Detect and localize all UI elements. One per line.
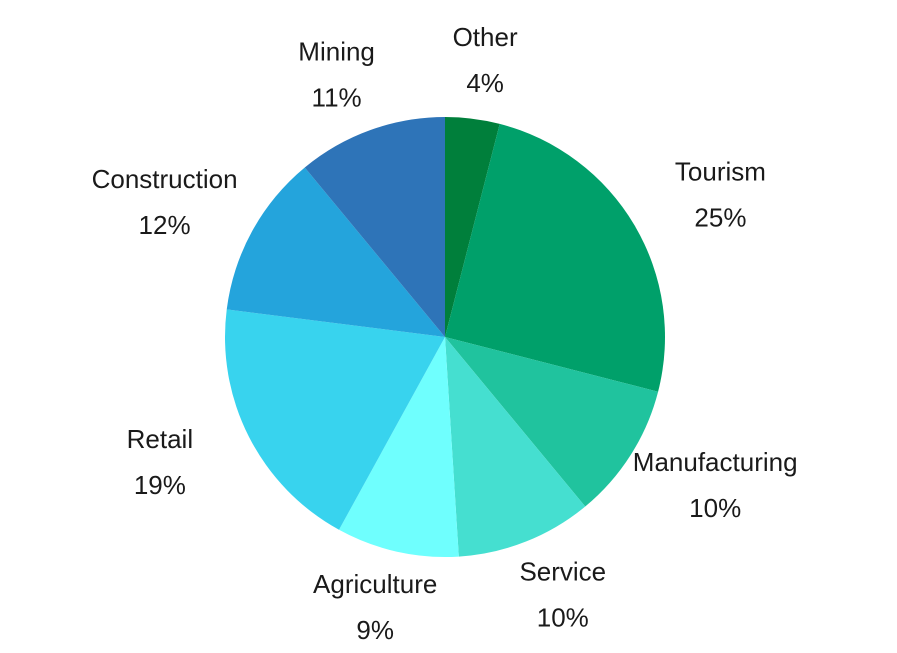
pie-slice <box>445 337 659 507</box>
slice-value-label: 9% <box>356 615 394 645</box>
slice-value-label: 10% <box>537 602 589 632</box>
pie-slice <box>304 116 445 337</box>
slice-label: Other <box>453 22 518 52</box>
slice-label: Retail <box>127 424 193 454</box>
slice-label: Agriculture <box>313 569 437 599</box>
slice-value-label: 19% <box>134 470 186 500</box>
slice-label: Service <box>519 556 606 586</box>
slice-value-label: 25% <box>694 202 746 232</box>
slice-value-label: 11% <box>312 82 362 112</box>
pie-slice <box>226 167 445 337</box>
slice-label: Tourism <box>675 156 766 186</box>
pie-slice <box>445 123 665 392</box>
pie-slice <box>445 337 586 557</box>
slice-value-label: 4% <box>466 68 504 98</box>
pie-slice <box>225 309 445 530</box>
slice-label: Manufacturing <box>633 447 798 477</box>
pie-slice <box>445 117 500 337</box>
slice-label: Construction <box>92 164 238 194</box>
slice-label: Mining <box>298 36 375 66</box>
slice-value-label: 10% <box>689 493 741 523</box>
pie-slice <box>339 337 459 557</box>
slice-value-label: 12% <box>139 210 191 240</box>
